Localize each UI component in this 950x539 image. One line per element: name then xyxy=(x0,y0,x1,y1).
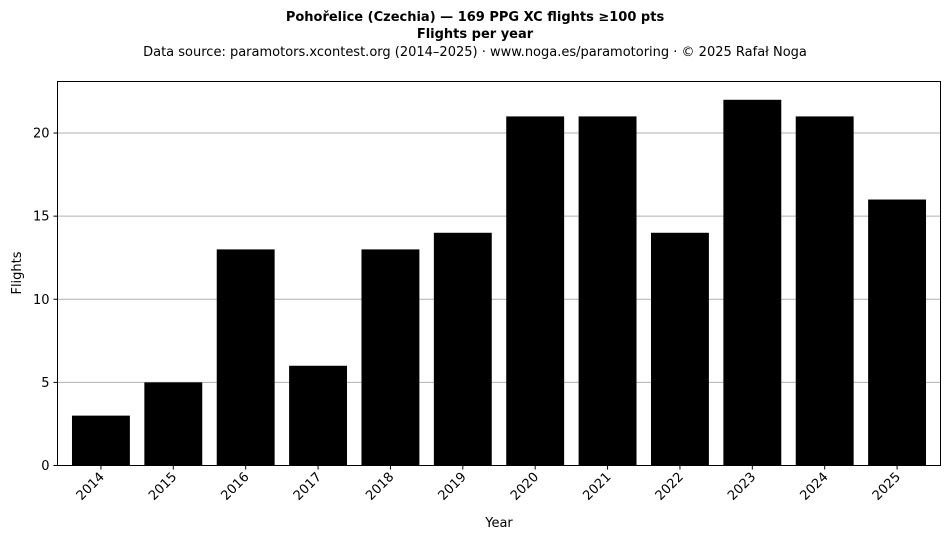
x-axis-label: Year xyxy=(484,516,513,531)
bar-2025 xyxy=(868,199,927,466)
x-tick-label-2014: 2014 xyxy=(74,470,108,504)
chart-subtitle: Flights per year xyxy=(417,27,534,42)
x-tick-label-2017: 2017 xyxy=(291,470,325,504)
bar-2018 xyxy=(361,249,420,466)
x-tick-label-2018: 2018 xyxy=(363,470,397,504)
x-tick-label-2025: 2025 xyxy=(870,470,904,504)
bar-2014 xyxy=(71,415,130,466)
x-tick-label-2024: 2024 xyxy=(798,470,832,504)
y-tick-label-5: 5 xyxy=(41,376,49,391)
x-axis: 2014 2015 2016 2017 2018 2019 2020 2021 2022 2023… xyxy=(74,465,904,504)
bar-2015 xyxy=(144,382,203,466)
data-source-note: Data source: paramotors.xcontest.org (20… xyxy=(143,45,807,60)
x-tick-label-2016: 2016 xyxy=(219,470,253,504)
plot-frame xyxy=(57,81,941,466)
bar-2019 xyxy=(433,232,492,466)
bar-2021 xyxy=(578,116,637,466)
chart-title: Pohořelice (Czechia) — 169 PPG XC flight… xyxy=(286,10,665,25)
y-tick-label-15: 15 xyxy=(33,210,50,225)
bar-2016 xyxy=(216,249,275,466)
x-tick-label-2020: 2020 xyxy=(508,470,542,504)
y-axis-label: Flights xyxy=(10,251,25,294)
bars xyxy=(71,99,927,466)
bar-2017 xyxy=(289,365,348,466)
y-axis: 0 5 10 15 20 xyxy=(33,127,58,474)
x-tick-label-2019: 2019 xyxy=(436,470,470,504)
bar-2022 xyxy=(650,232,709,466)
bar-2020 xyxy=(506,116,565,466)
bar-2023 xyxy=(723,99,782,466)
x-tick-label-2022: 2022 xyxy=(653,470,687,504)
x-tick-label-2015: 2015 xyxy=(146,470,180,504)
y-tick-label-10: 10 xyxy=(33,293,50,308)
y-tick-label-0: 0 xyxy=(41,459,49,474)
bar-2024 xyxy=(795,116,854,466)
y-tick-label-20: 20 xyxy=(33,127,50,142)
x-tick-label-2021: 2021 xyxy=(580,470,614,504)
x-tick-label-2023: 2023 xyxy=(725,470,759,504)
gridlines xyxy=(57,132,941,383)
